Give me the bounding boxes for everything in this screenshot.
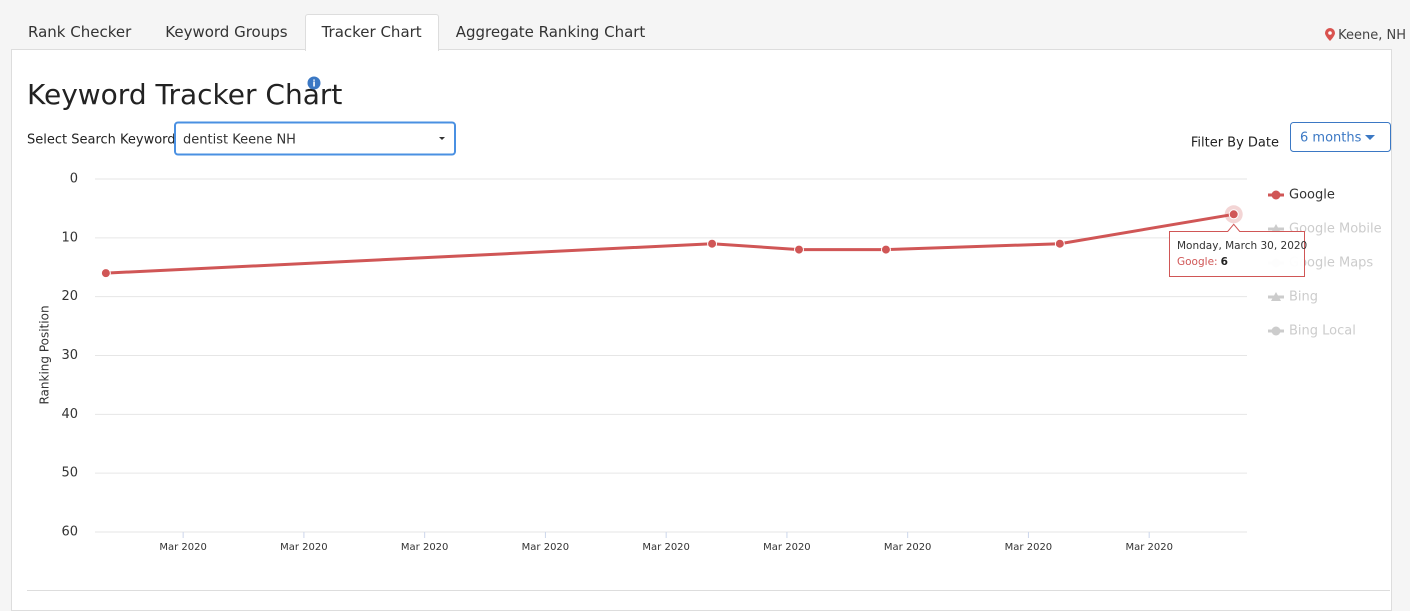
y-tick-label: 30 (61, 348, 78, 363)
y-tick-label: 50 (61, 466, 78, 481)
location-text: Keene, NH (1338, 28, 1406, 43)
pin-icon (1325, 28, 1336, 41)
point (1228, 209, 1239, 220)
x-tick-label: Mar 2020 (642, 542, 690, 553)
location: Keene, NH (1325, 26, 1406, 43)
page-title: Keyword Tracker Chart (27, 78, 342, 111)
tab[interactable]: Keyword Groups (165, 23, 288, 41)
legend-marker (1271, 292, 1281, 301)
x-tick-label: Mar 2020 (1125, 542, 1173, 553)
y-axis-title: Ranking Position (38, 305, 52, 404)
select-caret (439, 137, 445, 140)
info-icon[interactable] (307, 76, 321, 90)
tooltip: Monday, March 30, 2020 Google: 6 (1169, 223, 1307, 277)
legend-item[interactable]: Bing Local (1268, 324, 1356, 339)
x-tick-label: Mar 2020 (159, 542, 207, 553)
x-tick-label: Mar 2020 (280, 542, 328, 553)
tooltip-value: 6 (1221, 256, 1228, 268)
page: Rank Checker Keyword Groups Tracker Chart A… (11, 14, 1406, 611)
chart: Keyword Tracker Chart i Select Search Ke… (27, 76, 1391, 591)
point (1054, 238, 1065, 249)
tooltip-label: Google: (1177, 256, 1218, 268)
info-icon-glyph: i (312, 80, 315, 90)
point (707, 238, 718, 249)
date-filter-value: 6 months (1300, 131, 1362, 146)
point (794, 244, 804, 255)
x-tick-label: Mar 2020 (401, 542, 449, 553)
point (880, 244, 891, 255)
point (100, 268, 111, 279)
tooltip-box (1169, 223, 1305, 277)
date-filter-caret (1365, 135, 1375, 140)
tab[interactable]: Aggregate Ranking Chart (455, 23, 646, 41)
legend-item[interactable]: Google (1268, 188, 1335, 203)
y-tick-label: 10 (61, 230, 78, 245)
legend-item[interactable]: Bing (1268, 290, 1318, 305)
y-tick-label: 40 (61, 407, 78, 422)
tooltip-series: Google: 6 (1177, 256, 1228, 268)
date-filter-label: Filter By Date (1191, 136, 1279, 151)
x-tick-label: Mar 2020 (522, 542, 570, 553)
y-tick-label: 20 (61, 289, 78, 304)
legend-label: Bing Local (1289, 324, 1356, 339)
legend-label: Bing (1289, 290, 1318, 305)
x-tick-label: Mar 2020 (763, 542, 811, 553)
legend-marker (1271, 224, 1281, 233)
legend-label: Google Mobile (1289, 222, 1382, 237)
keyword-label: Select Search Keyword: (27, 133, 180, 148)
series-line (105, 212, 1234, 275)
x-tick-label: Mar 2020 (884, 542, 932, 553)
legend-label: Google Maps (1289, 256, 1373, 271)
tab[interactable]: Rank Checker (28, 23, 132, 41)
keyword-select-value: dentist Keene NH (183, 133, 296, 148)
y-tick-label: 0 (70, 172, 78, 187)
legend-marker (1271, 326, 1281, 336)
tab-bar: Rank Checker Keyword Groups Tracker Chart A… (11, 14, 662, 51)
x-tick-label: Mar 2020 (1005, 542, 1053, 553)
legend-marker (1271, 190, 1281, 200)
legend-item[interactable]: Google Mobile (1268, 222, 1382, 237)
legend-label: Google (1289, 188, 1335, 203)
date-filter-button[interactable] (1290, 122, 1391, 152)
keyword-select[interactable] (174, 121, 456, 156)
tab[interactable]: Tracker Chart (304, 14, 439, 51)
tooltip-date: Monday, March 30, 2020 (1177, 240, 1307, 252)
y-tick-label: 60 (61, 525, 78, 540)
